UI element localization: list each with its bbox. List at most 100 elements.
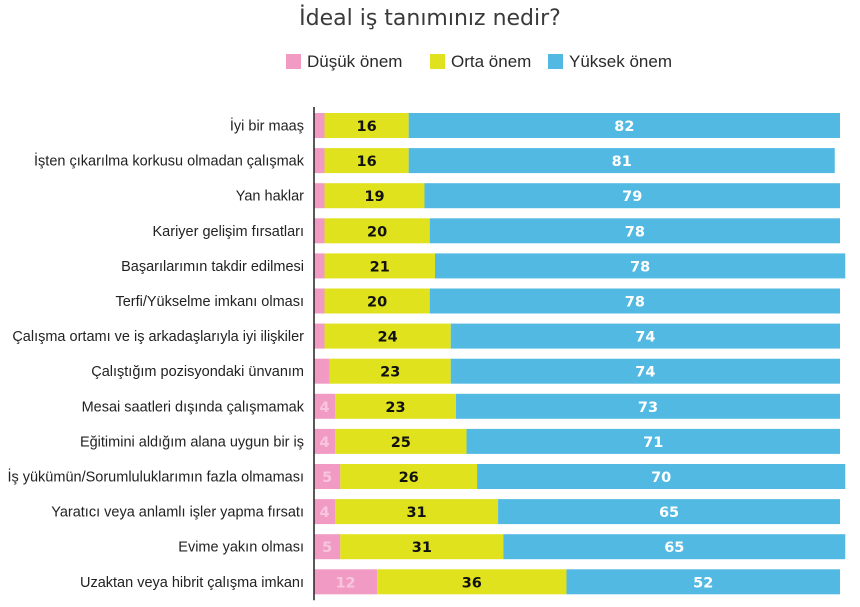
data-label-series-3: 74 — [635, 365, 655, 381]
bar-segment-series-2 — [324, 323, 451, 349]
data-label-series-3: 70 — [651, 470, 671, 486]
data-label-series-1: 4 — [319, 400, 329, 416]
category-label: Eğitimini aldığım alana uygun bir iş — [80, 434, 304, 450]
data-label-series-3: 71 — [643, 435, 663, 451]
chart-title: İdeal iş tanımınız nedir? — [299, 5, 561, 31]
bar-segment-series-2 — [377, 569, 567, 595]
data-label-series-2: 16 — [357, 154, 377, 170]
legend-swatch-2 — [430, 54, 445, 69]
data-label-series-1: 5 — [322, 540, 332, 556]
data-label-series-3: 82 — [614, 119, 634, 135]
bar-segment-series-1 — [314, 499, 336, 525]
category-label: Evime yakın olması — [178, 540, 304, 556]
bar-segment-series-2 — [324, 148, 409, 174]
bar-segment-series-3 — [566, 569, 840, 595]
bar-segment-series-2 — [324, 183, 425, 209]
legend-swatch-3 — [548, 54, 563, 69]
data-label-series-2: 20 — [367, 295, 387, 311]
data-label-series-1: 4 — [319, 505, 329, 521]
bar-segment-series-2 — [324, 113, 409, 138]
bar-segment-series-2 — [340, 534, 504, 560]
data-label-series-2: 20 — [367, 224, 387, 240]
category-label: Çalışma ortamı ve iş arkadaşlarıyla iyi … — [12, 329, 304, 345]
data-label-series-2: 31 — [412, 540, 432, 556]
bar-segment-series-2 — [324, 253, 435, 279]
data-label-series-3: 81 — [612, 154, 632, 170]
bar-segment-series-1 — [314, 148, 325, 174]
bar-segment-series-1 — [314, 218, 325, 244]
data-label-series-3: 78 — [625, 295, 645, 311]
bar-segment-series-3 — [498, 499, 840, 525]
category-label: Mesai saatleri dışında çalışmamak — [82, 399, 305, 415]
bar-segment-series-3 — [429, 288, 840, 314]
data-label-series-2: 36 — [462, 575, 482, 591]
bar-area: 2168221681219792207822178220782247432374… — [314, 113, 846, 595]
bar-segment-series-3 — [456, 393, 840, 419]
data-label-series-2: 21 — [370, 259, 390, 275]
bar-segment-series-2 — [335, 393, 457, 419]
legend-label-2: Orta önem — [451, 52, 531, 71]
data-label-series-3: 79 — [622, 189, 642, 205]
bar-segment-series-1 — [314, 113, 325, 138]
bar-segment-series-3 — [434, 253, 846, 279]
data-label-series-1: 12 — [335, 575, 355, 591]
data-label-series-2: 25 — [391, 435, 411, 451]
category-label: Yan haklar — [236, 189, 304, 205]
data-label-series-2: 23 — [380, 365, 400, 381]
category-label: Kariyer gelişim fırsatları — [153, 224, 304, 240]
data-label-series-1: 4 — [319, 435, 329, 451]
bar-segment-series-1 — [314, 183, 325, 209]
bar-segment-series-3 — [477, 464, 846, 489]
bar-segment-series-1 — [314, 253, 325, 279]
category-label: Terfi/Yükselme imkanı olması — [115, 294, 304, 310]
bar-segment-series-1 — [314, 393, 336, 419]
bar-segment-series-1 — [314, 534, 341, 560]
bar-segment-series-2 — [324, 288, 430, 314]
category-label: İş yükümün/Sorumluluklarımın fazla olmam… — [7, 468, 304, 486]
category-label: Çalıştığım pozisyondaki ünvanım — [91, 364, 304, 380]
bar-segment-series-1 — [314, 288, 325, 314]
data-label-series-2: 19 — [364, 189, 384, 205]
category-labels: İyi bir maaş İşten çıkarılma korkusu olma… — [7, 117, 304, 591]
data-label-series-1: 5 — [322, 470, 332, 486]
bar-segment-series-3 — [424, 183, 840, 209]
chart-legend: Düşük önem Orta önem Yüksek önem — [286, 52, 672, 71]
data-label-series-3: 52 — [693, 575, 713, 591]
bar-segment-series-3 — [450, 358, 840, 384]
data-label-series-3: 73 — [638, 400, 658, 416]
bar-segment-series-2 — [329, 358, 451, 384]
bar-segment-series-3 — [450, 323, 840, 349]
category-label: İyi bir maaş — [230, 117, 304, 135]
category-label: Yaratıcı veya anlamlı işler yapma fırsat… — [51, 505, 304, 521]
data-label-series-3: 78 — [630, 259, 650, 275]
legend-label-3: Yüksek önem — [569, 52, 672, 71]
bar-segment-series-2 — [340, 464, 478, 489]
category-label: İşten çıkarılma korkusu olmadan çalışmak — [34, 152, 305, 170]
bar-segment-series-3 — [408, 148, 835, 174]
bar-segment-series-1 — [314, 323, 325, 349]
data-label-series-3: 74 — [635, 330, 655, 346]
data-label-series-2: 31 — [406, 505, 426, 521]
category-label: Başarılarımın takdir edilmesi — [121, 259, 304, 275]
data-label-series-2: 23 — [385, 400, 405, 416]
bar-segment-series-2 — [335, 428, 467, 454]
data-label-series-3: 65 — [659, 505, 679, 521]
legend-label-1: Düşük önem — [307, 52, 402, 71]
legend-swatch-1 — [286, 54, 301, 69]
bar-segment-series-2 — [335, 499, 499, 525]
bar-segment-series-3 — [466, 428, 840, 454]
category-label: Uzaktan veya hibrit çalışma imkanı — [80, 575, 304, 591]
data-label-series-2: 24 — [378, 330, 398, 346]
data-label-series-2: 26 — [399, 470, 419, 486]
bar-segment-series-1 — [314, 358, 330, 384]
bar-segment-series-2 — [324, 218, 430, 244]
data-label-series-2: 16 — [357, 119, 377, 135]
data-label-series-3: 78 — [625, 224, 645, 240]
data-label-series-3: 65 — [664, 540, 684, 556]
bar-segment-series-3 — [429, 218, 840, 244]
bar-segment-series-3 — [408, 113, 840, 138]
bar-segment-series-1 — [314, 464, 341, 489]
bar-segment-series-3 — [503, 534, 846, 560]
bar-segment-series-1 — [314, 428, 336, 454]
